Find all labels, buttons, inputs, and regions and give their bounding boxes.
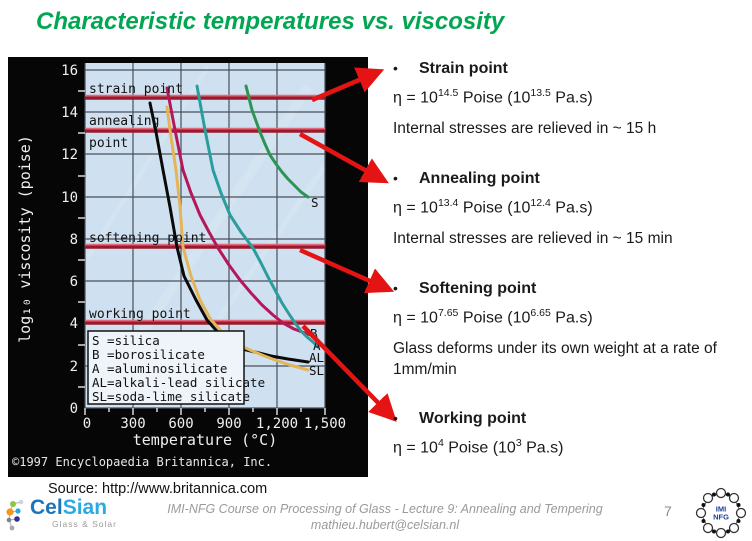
bullet-icon: • (393, 60, 398, 76)
heading-text: Strain point (419, 60, 508, 77)
working-point-label: working point (89, 307, 191, 322)
strain-note: Internal stresses are relieved in ~ 15 h (393, 120, 657, 138)
annealing-label-line2: point (89, 136, 128, 151)
celsian-wordmark: CelSian (30, 496, 108, 519)
x-tick: 300 (120, 416, 145, 432)
y-tick: 6 (70, 274, 78, 290)
chart-canvas: S B A AL SL strain point annealing point… (8, 57, 368, 477)
curve-aluminosilicate (195, 84, 320, 349)
y-tick: 14 (61, 105, 78, 121)
legend-item: SL=soda-lime silicate (92, 389, 250, 404)
x-tick: 1,200 (256, 416, 298, 432)
curve-borosilicate (165, 86, 318, 339)
annealing-point-heading: • Annealing point (393, 170, 751, 188)
annealing-label-line1: annealing (89, 114, 159, 129)
slide-title: Characteristic temperatures vs. viscosit… (36, 8, 505, 35)
bullet-icon: • (393, 280, 398, 296)
chart-legend: S =silica B =borosilicate A =aluminosili… (87, 330, 265, 405)
y-tick: 2 (70, 359, 78, 375)
curve-label-soda-lime: SL (309, 363, 324, 378)
nfg-logo-text-line1: IMI (716, 505, 726, 514)
curve-soda-lime-silicate (165, 105, 310, 372)
strain-point-heading: • Strain point (393, 60, 751, 78)
x-tick: 0 (83, 416, 91, 432)
y-tick: 0 (70, 401, 78, 417)
footer-course-info: IMI-NFG Course on Processing of Glass - … (150, 501, 620, 533)
softening-point-block: • Softening point η = 107.65 Poise (106.… (393, 280, 751, 380)
softening-viscosity-line: η = 107.65 Poise (106.65 Pa.s) (393, 307, 593, 327)
working-point-heading: • Working point (393, 410, 751, 428)
heading-text: Working point (419, 410, 527, 427)
celsian-subtitle: Glass & Solar (52, 519, 117, 529)
x-tick: 900 (216, 416, 241, 432)
legend-item: S =silica (92, 333, 160, 348)
x-tick: 600 (168, 416, 193, 432)
celsian-molecule-icon (6, 499, 24, 531)
course-line: IMI-NFG Course on Processing of Glass - … (167, 502, 603, 516)
reference-lines (85, 94, 325, 325)
curve-label-silica: S (311, 195, 319, 210)
y-tick: 16 (61, 63, 78, 79)
celsian-logo: CelSian Glass & Solar (4, 497, 117, 533)
curve-silica (244, 84, 310, 199)
heading-text: Softening point (419, 280, 537, 297)
chart-copyright: ©1997 Encyclopaedia Britannica, Inc. (12, 455, 272, 469)
working-point-block: • Working point η = 104 Poise (103 Pa.s) (393, 410, 751, 468)
page-number: 7 (664, 503, 672, 519)
y-tick: 12 (61, 147, 78, 163)
heading-text: Annealing point (419, 170, 540, 187)
source-line: Source: http://www.britannica.com (48, 481, 268, 497)
legend-item: A =aluminosilicate (92, 361, 227, 376)
legend-item: B =borosilicate (92, 347, 205, 362)
strain-viscosity-line: η = 1014.5 Poise (1013.5 Pa.s) (393, 87, 593, 107)
y-tick: 8 (70, 232, 78, 248)
working-viscosity-line: η = 104 Poise (103 Pa.s) (393, 437, 564, 457)
softening-point-heading: • Softening point (393, 280, 751, 298)
curve-alkali-lead-silicate (148, 101, 310, 364)
viscosity-chart: S B A AL SL strain point annealing point… (8, 57, 368, 477)
bullet-icon: • (393, 170, 398, 186)
annealing-point-block: • Annealing point η = 1013.4 Poise (1012… (393, 170, 751, 249)
y-axis-title: log₁₀ viscosity (poise) (16, 135, 34, 343)
nfg-logo-text-line2: NFG (713, 513, 729, 522)
y-tick: 4 (70, 316, 78, 332)
legend-item: AL=alkali-lead silicate (92, 375, 265, 390)
annealing-viscosity-line: η = 1013.4 Poise (1012.4 Pa.s) (393, 197, 593, 217)
softening-point-label: softening point (89, 231, 206, 246)
email-line: mathieu.hubert@celsian.nl (310, 518, 460, 532)
softening-note: Glass deforms under its own weight at a … (393, 340, 717, 379)
strain-point-block: • Strain point η = 1014.5 Poise (1013.5 … (393, 60, 751, 139)
x-tick: 1,500 (304, 416, 346, 432)
annealing-note: Internal stresses are relieved in ~ 15 m… (393, 230, 673, 248)
y-tick: 10 (61, 190, 78, 206)
strain-point-label: strain point (89, 82, 183, 97)
x-axis-title: temperature (°C) (133, 431, 278, 449)
bullet-icon: • (393, 410, 398, 426)
imi-nfg-logo: IMI NFG (695, 487, 747, 539)
